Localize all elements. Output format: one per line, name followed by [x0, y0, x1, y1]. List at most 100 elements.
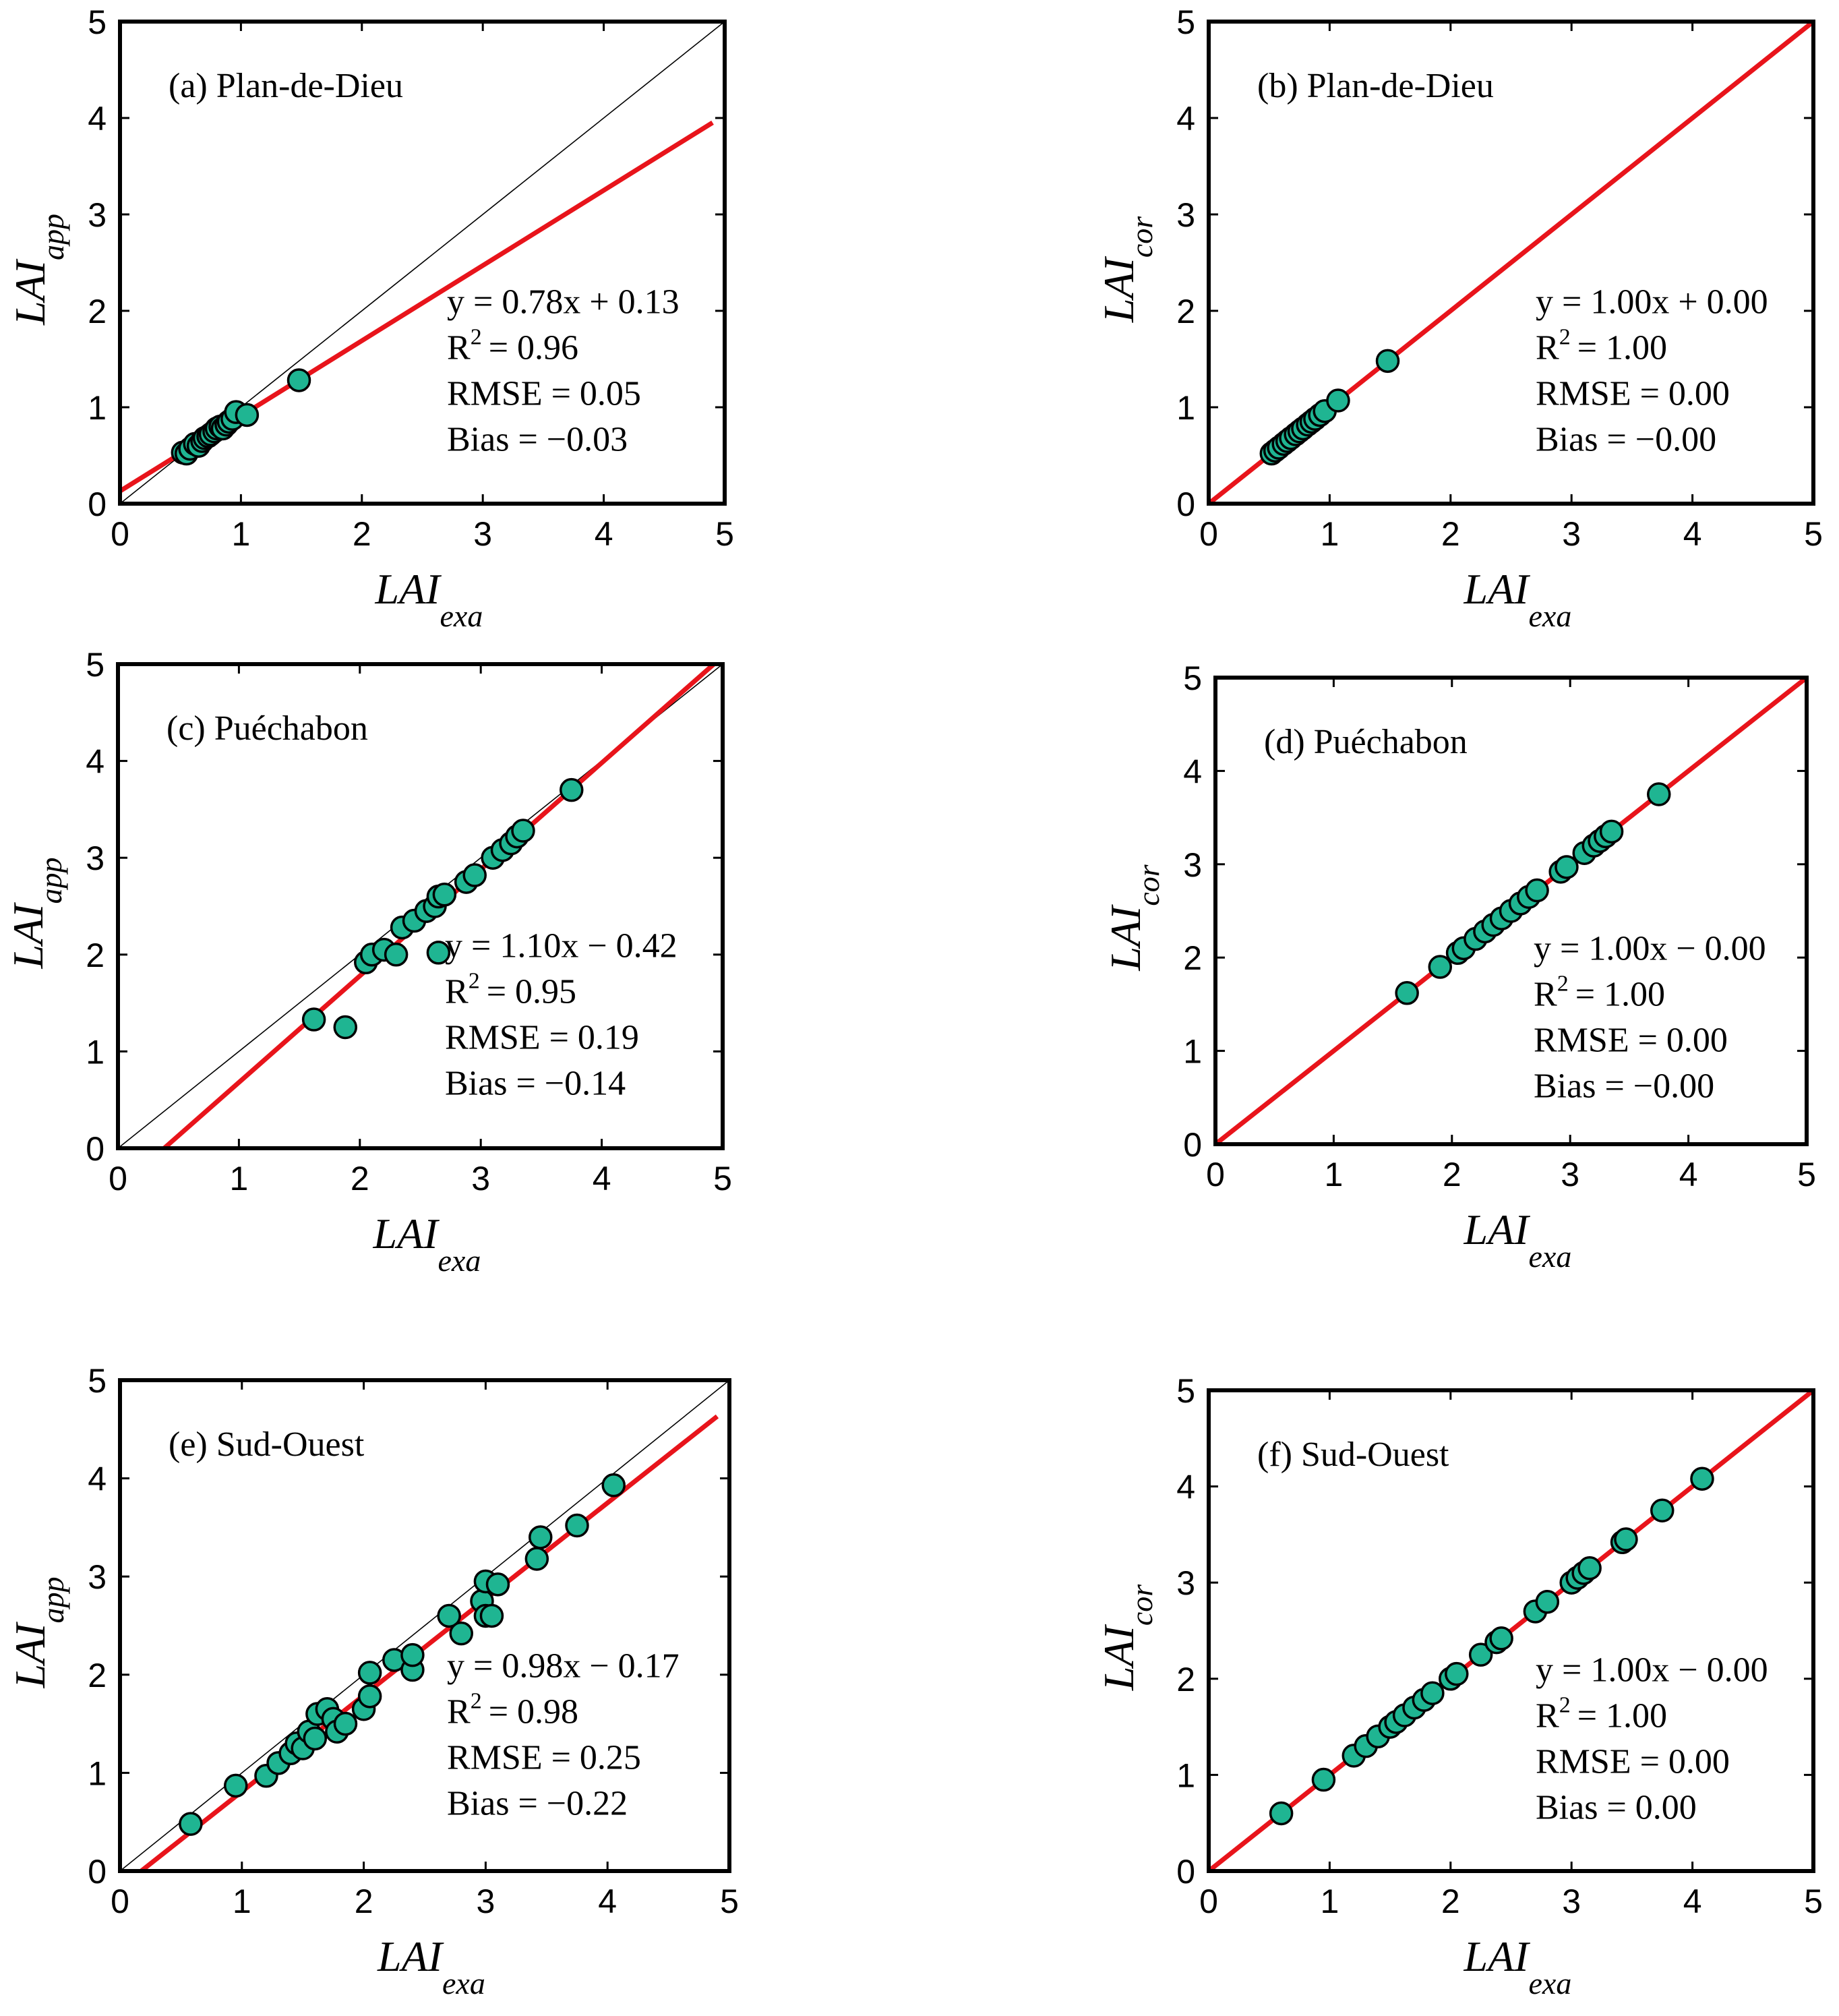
panel-e-title: (e) Sud-Ouest	[169, 1425, 365, 1464]
panel-e-point-28	[529, 1525, 553, 1549]
panel-f-y-tick-label-5: 5	[1176, 1372, 1195, 1410]
panel-b-y-tick-label-1: 1	[1176, 389, 1195, 427]
panel-e-point-13	[333, 1711, 358, 1736]
panel-a-point-18	[287, 368, 311, 392]
panel-e-frame	[118, 1378, 731, 1873]
panel-f-point-10	[1420, 1681, 1445, 1705]
panel-d-x-tick-label-1: 1	[1324, 1156, 1343, 1193]
panel-f-y-tick-label-3: 3	[1176, 1564, 1195, 1602]
panel-e: 00 1 1 2 2 3 3 4 4 5 5 LAIexa LAIapp (e) Sud-Ouest y =…	[6, 1362, 739, 2000]
panel-e-x-tick-label-3: 3	[476, 1882, 495, 1920]
panel-e-point-21	[449, 1621, 473, 1646]
panel-c-y-tick-label-2: 2	[86, 937, 104, 974]
panel-f-x-tick-label-0: 0	[1199, 1882, 1218, 1920]
panel-b-point-15	[1375, 349, 1400, 374]
panel-b-y-tick-label-5: 5	[1176, 3, 1195, 41]
panel-b-rmse: RMSE = 0.00	[1536, 375, 1730, 413]
panel-f-y-tick-label-2: 2	[1176, 1661, 1195, 1698]
panel-f-y-tick-label-0: 0	[1176, 1853, 1195, 1891]
panel-e-y-tick-label-2: 2	[88, 1657, 107, 1694]
panel-f-rmse: RMSE = 0.00	[1536, 1742, 1730, 1781]
panel-e-x-tick-label-4: 4	[598, 1882, 617, 1920]
panel-f-point-1	[1311, 1767, 1336, 1792]
panel-d-y-tick-label-3: 3	[1183, 846, 1202, 884]
panel-d-x-tick-label-4: 4	[1679, 1156, 1698, 1193]
panel-e-point-15	[357, 1684, 382, 1709]
panel-f: 00 1 1 2 2 3 3 4 4 5 5 LAIexa LAIcor (f) Sud-Ouest y =…	[1095, 1372, 1823, 2000]
panel-b-x-tick-label-0: 0	[1199, 515, 1218, 553]
panel-d-point-1	[1428, 955, 1453, 979]
panel-d-y-tick-label-5: 5	[1183, 659, 1202, 697]
panel-e-y-tick-label-3: 3	[88, 1558, 107, 1596]
panel-a-y-tick-label-1: 1	[88, 389, 107, 427]
panel-d-y-tick-label-4: 4	[1183, 752, 1202, 790]
panel-d-bias: Bias = −0.00	[1534, 1067, 1714, 1106]
panel-f-y-tick-label-4: 4	[1176, 1469, 1195, 1506]
panel-f-x-tick-label-5: 5	[1804, 1882, 1823, 1920]
panel-d: 00 1 1 2 2 3 3 4 4 5 5 LAIexa LAIcor (d) Puéchabon y =…	[1102, 659, 1816, 1274]
panel-a-y-tick-label-4: 4	[88, 100, 107, 138]
panel-c-frame	[116, 662, 725, 1150]
panel-f-point-25	[1690, 1466, 1714, 1491]
panel-b-x-tick-label-1: 1	[1320, 515, 1339, 553]
panel-a-equation: y = 0.78x + 0.13	[447, 283, 680, 322]
panel-f-equation: y = 1.00x − 0.00	[1536, 1651, 1768, 1689]
panel-c-point-14	[462, 863, 487, 887]
panel-c-x-tick-label-0: 0	[109, 1160, 127, 1197]
panel-e-bias: Bias = −0.22	[447, 1784, 628, 1822]
panel-c-rmse: RMSE = 0.19	[445, 1018, 639, 1057]
panel-a-x-tick-label-1: 1	[231, 515, 250, 553]
panel-e-point-29	[565, 1513, 589, 1538]
panel-b-y-axis-label: LAIcor	[1095, 216, 1159, 323]
panel-a-y-axis-label: LAIapp	[6, 214, 70, 326]
panel-e-r-squared: R2 = 0.98	[447, 1688, 578, 1731]
panel-a-x-axis-label: LAIexa	[375, 565, 483, 633]
panel-e-identity-line	[120, 1380, 729, 1871]
panel-f-point-23	[1614, 1527, 1638, 1551]
panel-f-x-tick-label-3: 3	[1562, 1882, 1581, 1920]
panel-d-x-tick-label-5: 5	[1797, 1156, 1816, 1193]
panel-e-y-tick-label-5: 5	[88, 1362, 107, 1400]
panel-a-y-tick-label-3: 3	[88, 196, 107, 234]
panel-f-point-0	[1269, 1801, 1294, 1826]
panel-e-y-tick-label-4: 4	[88, 1460, 107, 1498]
panel-d-y-tick-label-0: 0	[1183, 1126, 1202, 1164]
panel-c-y-tick-label-5: 5	[86, 646, 104, 684]
panel-a-frame	[118, 20, 727, 506]
panel-d-y-tick-label-2: 2	[1183, 939, 1202, 977]
panel-c-x-tick-label-3: 3	[471, 1160, 490, 1197]
panel-a-r-squared: R2 = 0.96	[447, 325, 578, 367]
panel-b-y-tick-label-3: 3	[1176, 196, 1195, 234]
panel-e-point-0	[179, 1812, 203, 1836]
panel-f-r-squared: R2 = 1.00	[1536, 1692, 1667, 1735]
panel-a-y-tick-label-2: 2	[88, 293, 107, 330]
panel-d-y-axis-label: LAIcor	[1102, 864, 1166, 971]
panel-e-x-tick-label-1: 1	[233, 1882, 251, 1920]
panel-f-frame	[1207, 1388, 1815, 1873]
panel-b-x-axis-label: LAIexa	[1464, 565, 1572, 633]
panel-e-rmse: RMSE = 0.25	[447, 1738, 641, 1777]
panel-e-point-27	[524, 1547, 549, 1571]
panel-f-point-15	[1489, 1626, 1513, 1651]
panel-c-y-tick-label-0: 0	[86, 1130, 104, 1168]
panel-a-y-tick-label-5: 5	[88, 3, 107, 41]
panel-a-point-17	[235, 403, 260, 427]
panel-a-x-tick-label-2: 2	[353, 515, 371, 553]
panel-c-equation: y = 1.10x − 0.42	[445, 926, 677, 965]
panel-e-point-20	[437, 1603, 461, 1628]
panel-f-x-tick-label-4: 4	[1683, 1882, 1702, 1920]
panel-c-x-tick-label-2: 2	[351, 1160, 369, 1197]
panel-b-y-tick-label-0: 0	[1176, 485, 1195, 523]
panel-f-bias: Bias = 0.00	[1536, 1788, 1697, 1827]
panel-c-point-5	[384, 943, 409, 967]
panel-f-y-tick-label-1: 1	[1176, 1756, 1195, 1794]
panel-a: 00 1 1 2 2 3 3 4 4 5 5 LAIexa LAIapp (a) Plan-de-Dieu…	[6, 3, 734, 633]
panel-a-y-tick-label-0: 0	[88, 485, 107, 523]
panel-b-x-tick-label-2: 2	[1441, 515, 1460, 553]
panel-c-x-tick-label-1: 1	[229, 1160, 248, 1197]
panel-b-r-squared: R2 = 1.00	[1536, 325, 1667, 367]
panel-e-point-1	[224, 1773, 248, 1798]
panel-e-point-19	[400, 1642, 425, 1667]
panel-e-x-tick-label-2: 2	[355, 1882, 373, 1920]
